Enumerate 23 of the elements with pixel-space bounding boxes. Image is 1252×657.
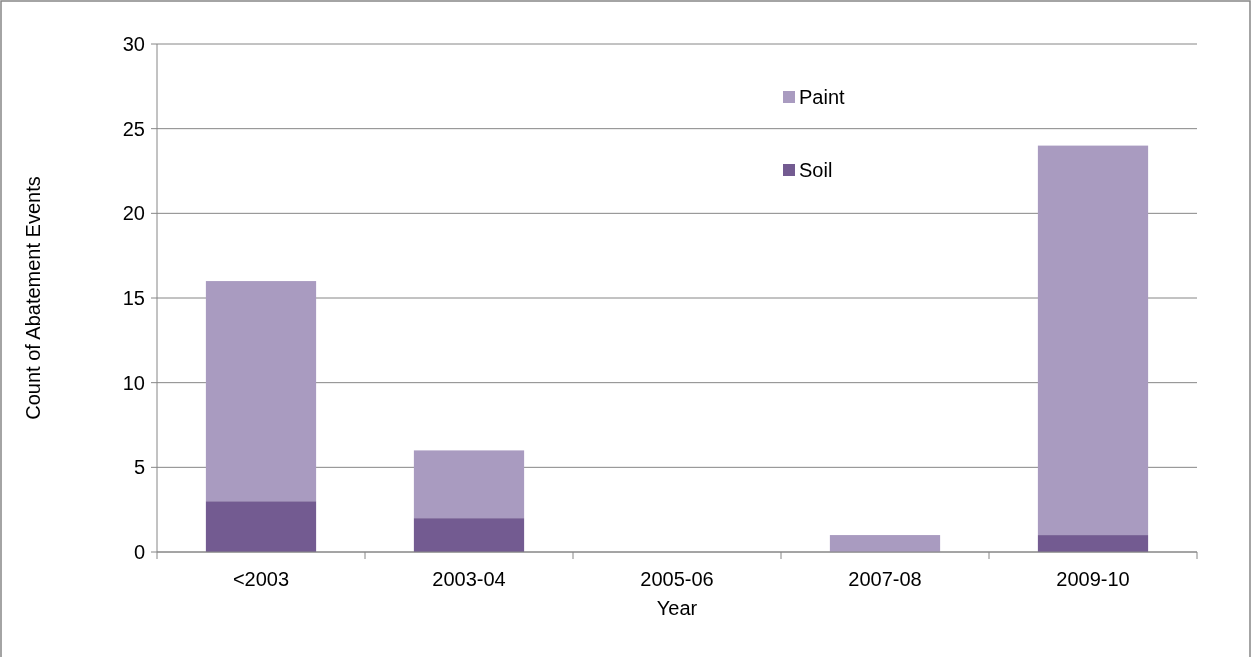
legend-label: Paint bbox=[799, 86, 846, 108]
bar bbox=[413, 518, 525, 552]
bar bbox=[205, 281, 317, 502]
x-tick-label: 2009-10 bbox=[1056, 568, 1130, 590]
y-tick-label: 5 bbox=[133, 456, 145, 479]
x-tick-label: 2005-06 bbox=[640, 568, 714, 590]
bar bbox=[829, 535, 941, 552]
y-tick-label: 0 bbox=[133, 541, 145, 563]
y-tick-label: 10 bbox=[122, 371, 145, 394]
bar bbox=[413, 450, 525, 519]
x-tick-label: <2003 bbox=[232, 568, 290, 590]
legend-label: Soil bbox=[799, 159, 833, 181]
x-tick-label: 2007-08 bbox=[848, 568, 922, 590]
bar bbox=[1037, 535, 1149, 552]
y-tick-label: 20 bbox=[122, 202, 145, 225]
bar bbox=[1037, 145, 1149, 536]
x-axis-title: Year bbox=[656, 597, 698, 619]
y-tick-label: 15 bbox=[122, 287, 145, 309]
y-tick-label: 25 bbox=[122, 117, 145, 140]
bar bbox=[205, 501, 317, 552]
y-tick-label: 30 bbox=[122, 33, 145, 55]
y-axis-title: Count of Abatement Events bbox=[22, 176, 44, 420]
x-tick-label: 2003-04 bbox=[432, 568, 506, 590]
